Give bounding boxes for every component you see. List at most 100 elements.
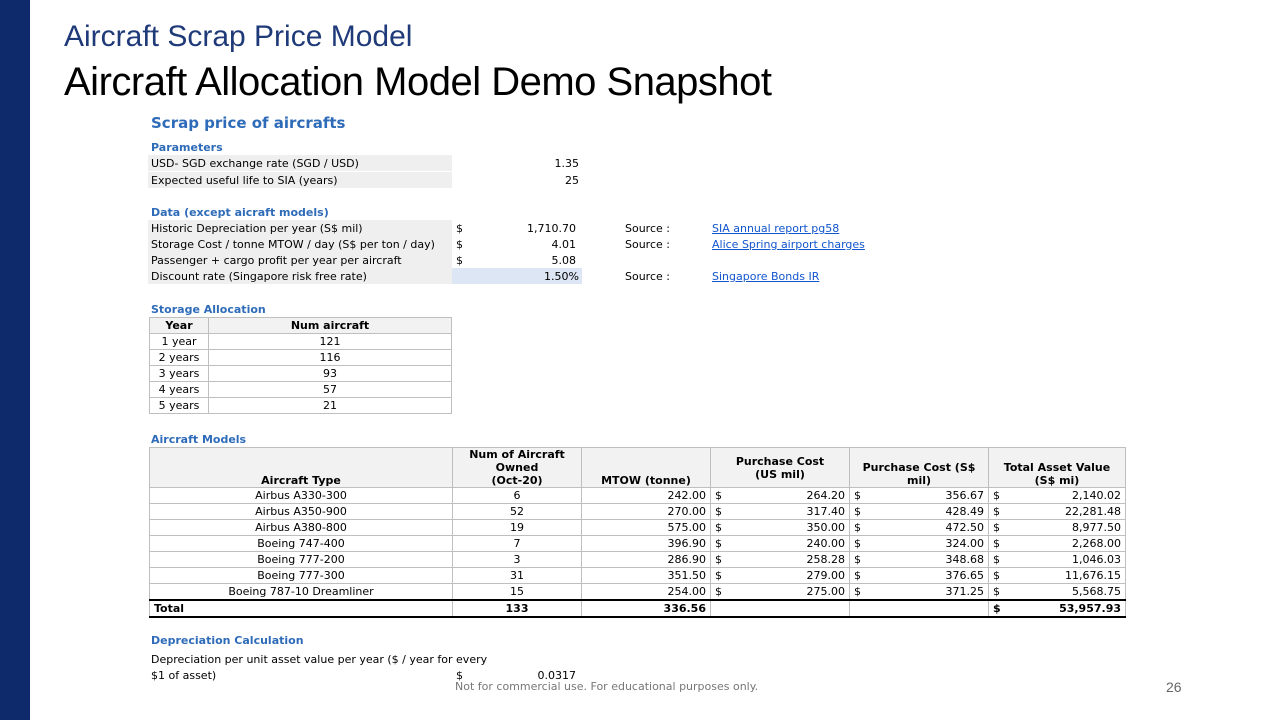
depreciation-value: 0.0317 — [537, 669, 577, 682]
param-value: 1.35 — [554, 157, 580, 170]
table-row: 5 years 21 — [149, 397, 452, 414]
cell-cost-sgd: $324.00 — [849, 535, 989, 552]
cell-currency: $ — [715, 489, 722, 502]
table-header-row: Year Num aircraft — [149, 317, 452, 334]
cell-aircraft-type: Boeing 747-400 — [149, 535, 453, 552]
col-aircraft-type: Aircraft Type — [149, 447, 453, 488]
cell-value: 356.67 — [945, 489, 985, 502]
col-mtow: MTOW (tonne) — [581, 447, 711, 488]
cell-currency: $ — [993, 521, 1000, 534]
cell-aircraft-type: Boeing 777-300 — [149, 567, 453, 584]
data-value: 5.08 — [551, 254, 577, 267]
total-row: Total 133 336.56 $53,957.93 — [149, 599, 1126, 618]
cell-value: 2,140.02 — [1072, 489, 1121, 502]
param-label: USD- SGD exchange rate (SGD / USD) — [151, 157, 359, 170]
table-row: 3 years 93 — [149, 365, 452, 382]
cell-cost-sgd: $371.25 — [849, 583, 989, 601]
total-asset-value: 53,957.93 — [1059, 602, 1121, 615]
cell-aircraft-type: Airbus A350-900 — [149, 503, 453, 520]
cell-asset-value: $2,268.00 — [988, 535, 1126, 552]
cell-value: 11,676.15 — [1065, 569, 1121, 582]
data-row-bg — [148, 236, 452, 252]
total-label: Total — [149, 599, 453, 618]
col-total-asset-value: Total Asset Value (S$ mi) — [988, 447, 1126, 488]
cell-mtow: 242.00 — [581, 487, 711, 504]
source-link-bonds-ir[interactable]: Singapore Bonds IR — [712, 270, 820, 283]
source-link-airport-charges[interactable]: Alice Spring airport charges — [712, 238, 865, 251]
cell-currency: $ — [715, 569, 722, 582]
data-currency: $ — [456, 254, 463, 267]
cell-currency: $ — [993, 537, 1000, 550]
table-row: Airbus A350-900 52 270.00 $317.40 $428.49 $22… — [149, 503, 1126, 520]
data-label: Discount rate (Singapore risk free rate) — [151, 270, 367, 283]
storage-title: Storage Allocation — [151, 303, 266, 316]
slide-subtitle: Aircraft Scrap Price Model — [64, 20, 413, 53]
table-row: Airbus A380-800 19 575.00 $350.00 $472.50 $8,… — [149, 519, 1126, 536]
cell-value: 8,977.50 — [1072, 521, 1121, 534]
source-link-sia-report[interactable]: SIA annual report pg58 — [712, 222, 840, 235]
table-row: Airbus A330-300 6 242.00 $264.20 $356.67 $2,1… — [149, 487, 1126, 504]
param-label: Expected useful life to SIA (years) — [151, 174, 338, 187]
data-value: 1,710.70 — [527, 222, 576, 235]
models-body: Airbus A330-300 6 242.00 $264.20 $356.67 $2,1… — [149, 487, 1126, 601]
total-currency: $ — [993, 602, 1001, 615]
cell-currency: $ — [854, 521, 861, 534]
parameters-title: Parameters — [151, 141, 223, 154]
cell-value: 240.00 — [806, 537, 846, 550]
cell-cost-us: $350.00 — [710, 519, 850, 536]
col-purchase-cost-sgd: Purchase Cost (S$ mil) — [849, 447, 989, 488]
cell-mtow: 286.90 — [581, 551, 711, 568]
cell-mtow: 351.50 — [581, 567, 711, 584]
discount-rate-cell-bg — [452, 268, 582, 284]
data-title: Data (except aicraft models) — [151, 206, 329, 219]
cell-num-owned: 15 — [452, 583, 582, 601]
cell-currency: $ — [854, 537, 861, 550]
cell-cost-sgd: $472.50 — [849, 519, 989, 536]
cell-value: 2,268.00 — [1072, 537, 1121, 550]
cell-value: 22,281.48 — [1065, 505, 1121, 518]
data-row-bg — [148, 220, 452, 236]
cell-currency: $ — [993, 505, 1000, 518]
cell-currency: $ — [715, 521, 722, 534]
cell-cost-us: $275.00 — [710, 583, 850, 601]
cell-currency: $ — [715, 537, 722, 550]
cell-cost-us: $258.28 — [710, 551, 850, 568]
cell-value: 350.00 — [806, 521, 846, 534]
cell-currency: $ — [854, 505, 861, 518]
data-value: 4.01 — [551, 238, 577, 251]
cell-currency: $ — [993, 585, 1000, 598]
depreciation-label-line2: $1 of asset) — [151, 669, 217, 682]
total-empty — [710, 599, 850, 618]
cell-cost-us: $264.20 — [710, 487, 850, 504]
cell-currency: $ — [854, 585, 861, 598]
spreadsheet-snapshot: Scrap price of aircrafts Parameters USD-… — [148, 112, 1148, 692]
slide-left-bar — [0, 0, 30, 720]
cell-currency: $ — [854, 569, 861, 582]
cell-cost-us: $317.40 — [710, 503, 850, 520]
cell-year: 4 years — [149, 381, 209, 398]
data-currency: $ — [456, 238, 463, 251]
cell-currency: $ — [993, 489, 1000, 502]
cell-cost-sgd: $428.49 — [849, 503, 989, 520]
table-row: 2 years 116 — [149, 349, 452, 366]
col-num-aircraft: Num aircraft — [208, 317, 452, 334]
cell-year: 3 years — [149, 365, 209, 382]
cell-num: 21 — [208, 397, 452, 414]
data-label: Historic Depreciation per year (S$ mil) — [151, 222, 363, 235]
col-year: Year — [149, 317, 209, 334]
col-cost-l1: Purchase Cost — [735, 454, 825, 468]
table-row: Boeing 777-300 31 351.50 $279.00 $376.65 $11,… — [149, 567, 1126, 584]
cell-value: 5,568.75 — [1072, 585, 1121, 598]
cell-num-owned: 19 — [452, 519, 582, 536]
col-purchase-cost-us: Purchase Cost (US mil) — [710, 447, 850, 488]
data-currency: $ — [456, 222, 463, 235]
param-value: 25 — [565, 174, 579, 187]
cell-value: 317.40 — [806, 505, 846, 518]
cell-value: 324.00 — [945, 537, 985, 550]
cell-currency: $ — [715, 585, 722, 598]
page-number: 26 — [1166, 679, 1182, 695]
cell-cost-us: $240.00 — [710, 535, 850, 552]
col-num-owned-l1: Num of Aircraft Owned — [469, 448, 565, 474]
cell-mtow: 396.90 — [581, 535, 711, 552]
cell-currency: $ — [854, 489, 861, 502]
